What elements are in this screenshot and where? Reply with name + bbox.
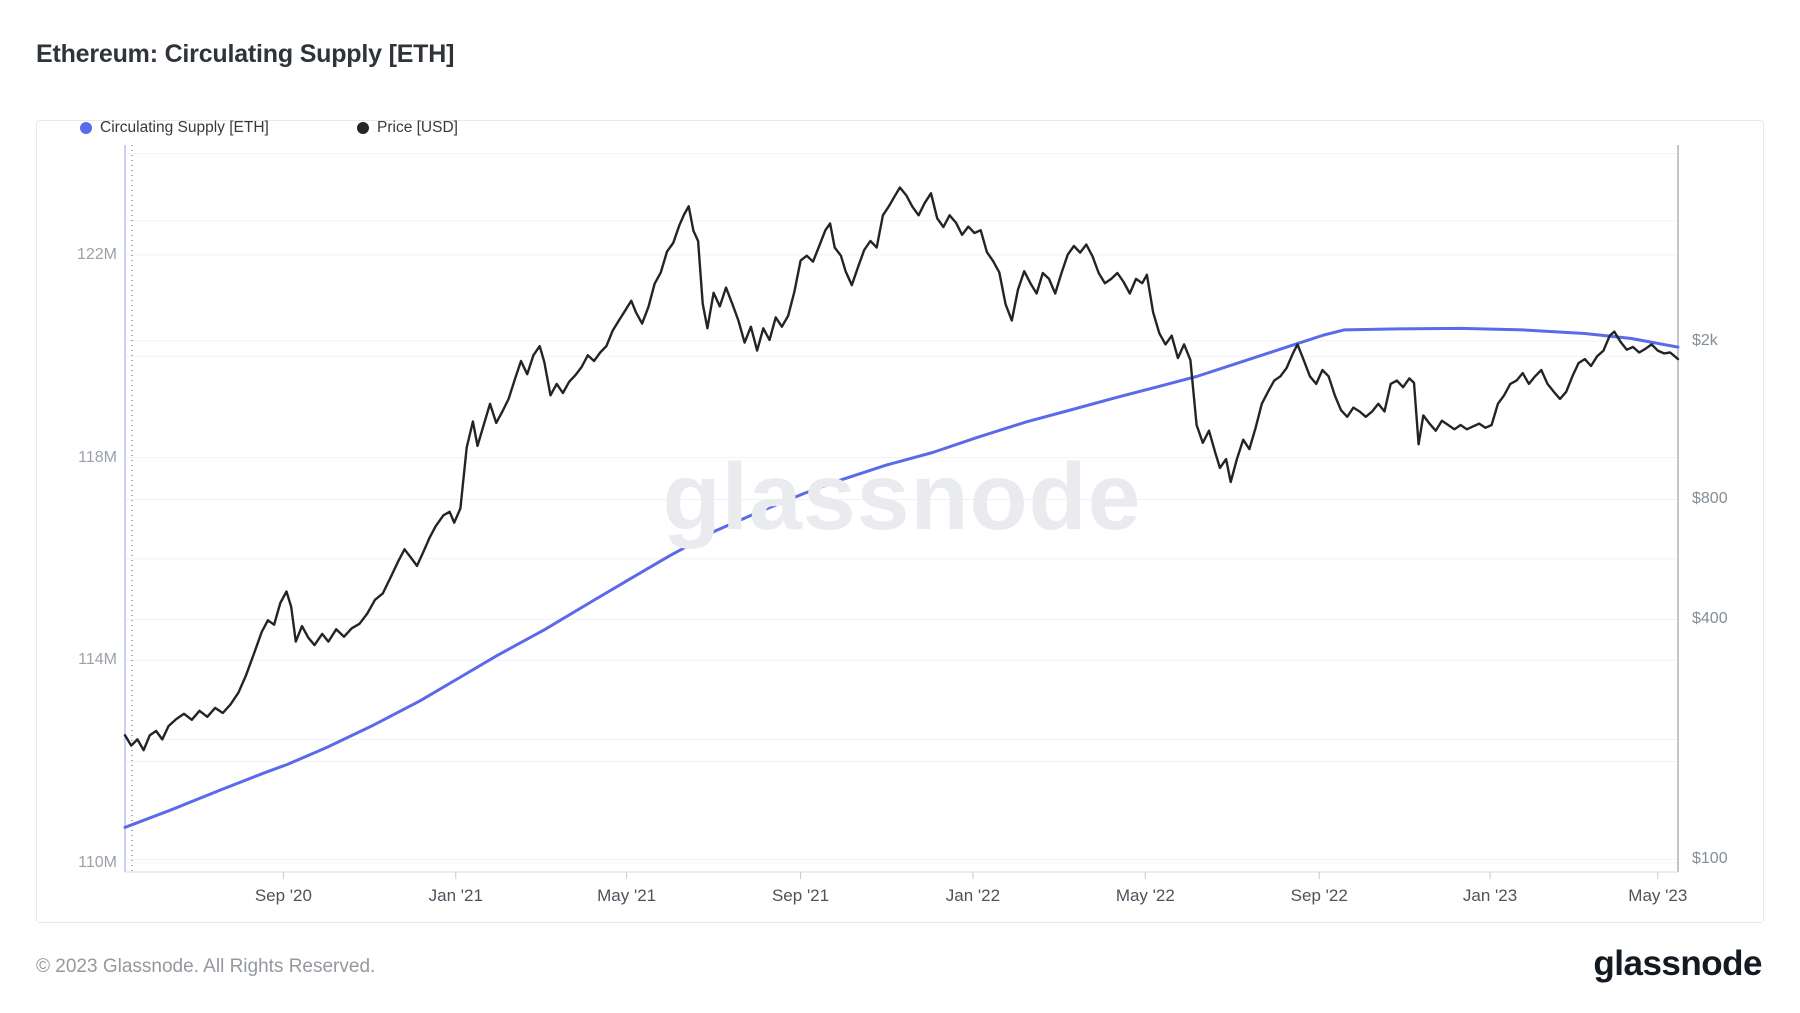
legend-item-circulating-supply[interactable]: Circulating Supply [ETH] — [80, 119, 269, 137]
glassnode-logo: glassnode — [1593, 944, 1762, 983]
series-line-0 — [123, 326, 1680, 829]
legend-label: Price [USD] — [377, 119, 458, 136]
footer-copyright: © 2023 Glassnode. All Rights Reserved. — [36, 956, 376, 977]
chart-card — [36, 120, 1764, 923]
legend-item-price[interactable]: Price [USD] — [357, 119, 458, 137]
legend-label: Circulating Supply [ETH] — [100, 119, 269, 136]
price-series-dot-icon — [357, 122, 369, 134]
supply-series-dot-icon — [80, 122, 92, 134]
series-line-1 — [123, 186, 1680, 752]
page-title: Ethereum: Circulating Supply [ETH] — [36, 40, 455, 68]
